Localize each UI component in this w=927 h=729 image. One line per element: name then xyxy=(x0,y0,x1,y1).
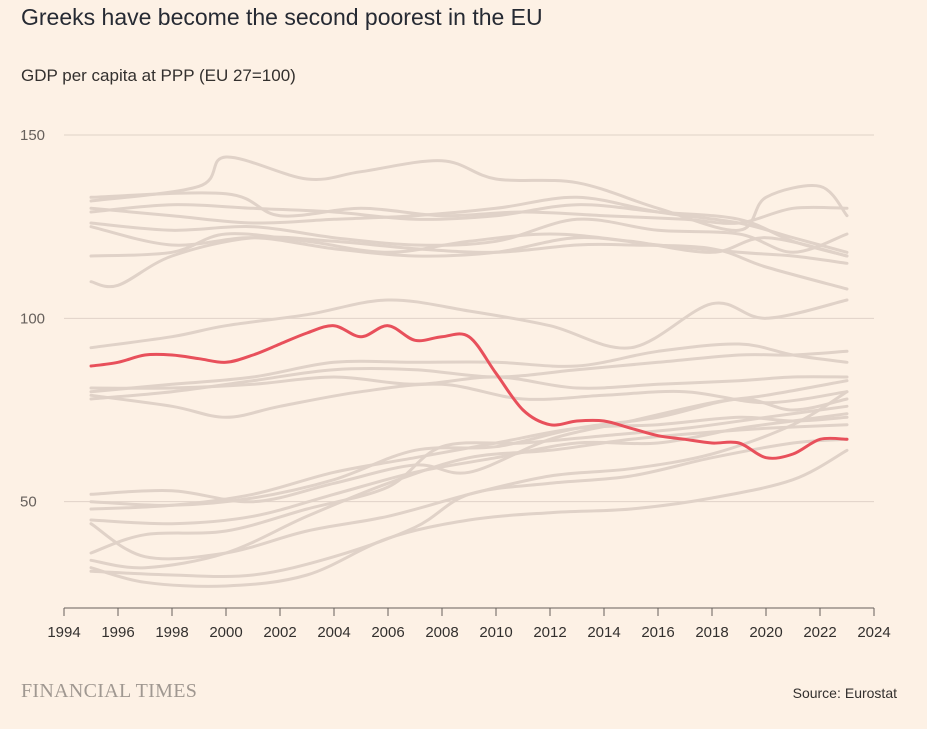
y-tick-label: 50 xyxy=(20,494,37,511)
source-label: Source: xyxy=(792,685,841,701)
series-line-greece xyxy=(89,324,849,460)
x-tick-label: 2024 xyxy=(857,624,890,641)
series-line xyxy=(89,195,849,254)
x-tick-label: 2016 xyxy=(641,624,674,641)
chart-title: Greeks have become the second poorest in… xyxy=(21,4,543,30)
x-tick-label: 2000 xyxy=(209,624,242,641)
series-line xyxy=(89,423,849,570)
x-tick-label: 2006 xyxy=(371,624,404,641)
x-tick-label: 1998 xyxy=(155,624,188,641)
series-line xyxy=(89,235,849,291)
x-tick-label: 2008 xyxy=(425,624,458,641)
series-line xyxy=(89,298,849,350)
series-line xyxy=(89,382,849,419)
source-note: Source: Eurostat xyxy=(789,685,897,701)
series-line xyxy=(89,397,849,507)
x-tick-label: 2010 xyxy=(479,624,512,641)
series-line xyxy=(89,155,849,232)
series-line xyxy=(89,217,849,254)
source-value: Eurostat xyxy=(844,685,897,701)
x-tick-label: 1996 xyxy=(101,624,134,641)
x-tick-label: 2018 xyxy=(695,624,728,641)
series-line xyxy=(89,412,849,526)
chart-subtitle: GDP per capita at PPP (EU 27=100) xyxy=(21,66,296,85)
x-tick-label: 1994 xyxy=(47,624,80,641)
series-line xyxy=(89,415,849,511)
series-line xyxy=(89,448,849,588)
series-line xyxy=(89,203,849,258)
x-tick-label: 2012 xyxy=(533,624,566,641)
x-tick-label: 2004 xyxy=(317,624,350,641)
x-tick-label: 2002 xyxy=(263,624,296,641)
series-line xyxy=(89,404,849,555)
x-tick-label: 2022 xyxy=(803,624,836,641)
series-line xyxy=(89,375,849,390)
series-line xyxy=(89,342,849,394)
x-tick-label: 2014 xyxy=(587,624,620,641)
series-line xyxy=(89,437,849,579)
y-tick-label: 100 xyxy=(20,310,45,327)
y-tick-label: 150 xyxy=(20,127,45,144)
x-tick-label: 2020 xyxy=(749,624,782,641)
ft-logo: FINANCIAL TIMES xyxy=(21,680,198,702)
